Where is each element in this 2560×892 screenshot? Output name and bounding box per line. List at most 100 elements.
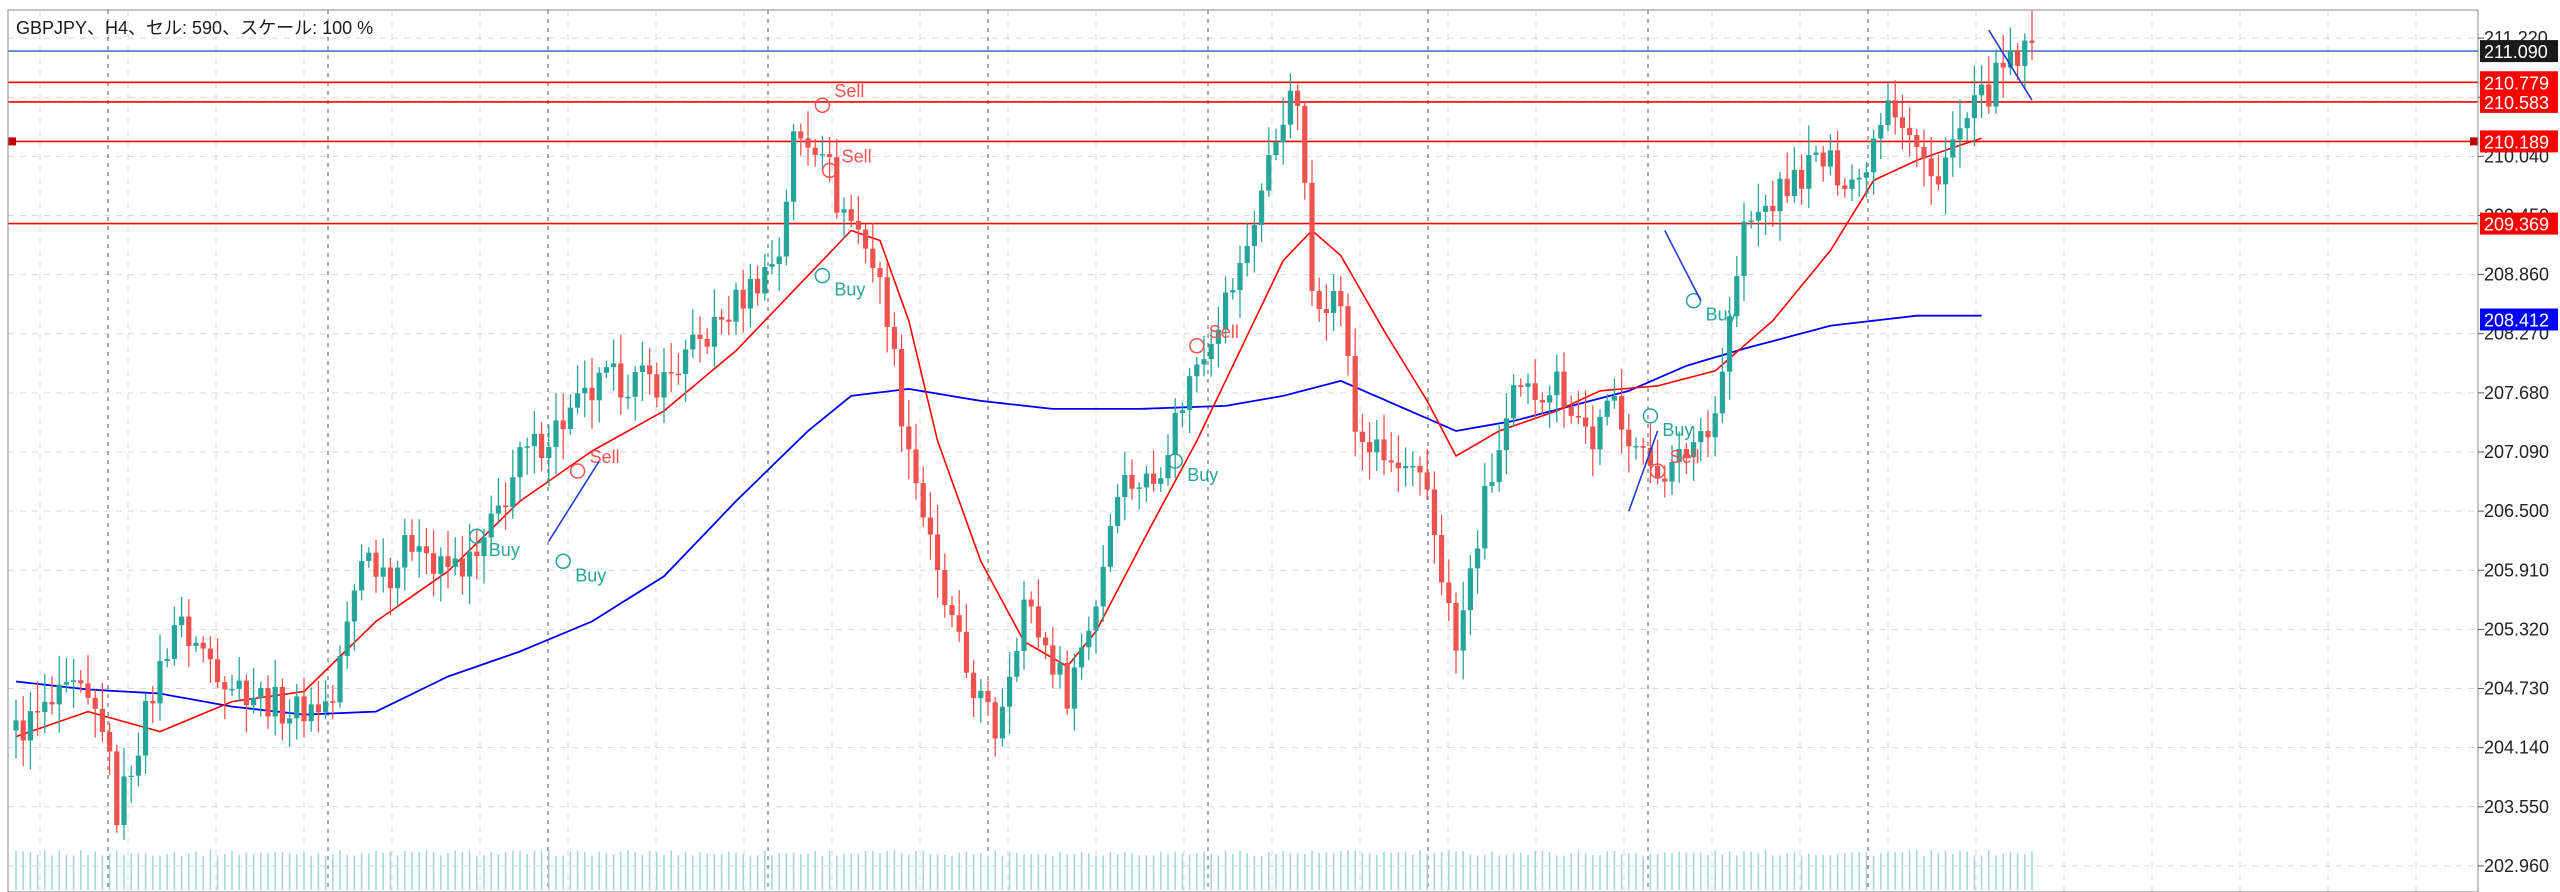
candle-body (675, 373, 681, 376)
candle-body (1655, 465, 1661, 479)
candle-body (654, 374, 660, 398)
candle-body (121, 776, 127, 826)
candle-body (1187, 376, 1193, 411)
candle-body (1086, 630, 1092, 648)
candle-body (827, 154, 833, 158)
candle-body (459, 558, 465, 577)
candle-body (1287, 90, 1293, 125)
candle-body (1943, 157, 1949, 185)
candle-body (1683, 448, 1689, 458)
candle-body (1755, 211, 1761, 221)
candle-body (2007, 50, 2013, 68)
candle-body (85, 683, 91, 698)
axis-tick-label: 207.680 (2484, 383, 2549, 403)
candle-body (215, 659, 221, 683)
signal-label: Sell (1670, 447, 1700, 467)
candle-body (258, 687, 264, 698)
candle-body (1849, 179, 1855, 189)
candle-body (812, 147, 818, 155)
candle-body (992, 702, 998, 739)
axis-tick-label: 202.960 (2484, 856, 2549, 876)
candle-body (1352, 356, 1358, 432)
candle-body (697, 334, 703, 339)
signal-label: Sell (842, 146, 872, 166)
candle-body (1799, 169, 1805, 189)
candle-body (13, 720, 19, 731)
trend-line[interactable] (548, 460, 600, 542)
candle-body (128, 775, 134, 778)
trend-line[interactable] (1628, 430, 1659, 512)
candle-body (481, 537, 487, 557)
signal-marker (1642, 408, 1659, 424)
axis-tick-label: 204.730 (2484, 679, 2549, 699)
candle-body (1309, 182, 1315, 292)
candle-body (1827, 150, 1833, 167)
candle-body (1446, 582, 1452, 603)
candle-body (1835, 150, 1841, 186)
candle-body (279, 686, 285, 724)
candle-body (1993, 62, 1999, 107)
candle-body (474, 551, 480, 557)
candle-body (863, 229, 869, 249)
ma-slow-line (15, 314, 1982, 716)
candle-body (1172, 412, 1178, 456)
candle-body (179, 616, 185, 626)
candle-body (301, 696, 307, 722)
candle-body (1021, 599, 1027, 651)
trend-line[interactable] (1664, 230, 1702, 302)
candle-body (1007, 676, 1013, 707)
candle-body (35, 711, 41, 713)
candle-body (1374, 439, 1380, 453)
candle-body (1064, 662, 1070, 709)
level-handle-right[interactable] (2470, 137, 2478, 146)
candle-body (1899, 117, 1905, 128)
candle-body (906, 426, 912, 450)
candle-body (1669, 462, 1675, 482)
candle-body (1043, 637, 1049, 646)
candle-body (567, 407, 573, 430)
candle-body (1244, 246, 1250, 264)
candle-body (1489, 482, 1495, 486)
price-label: 208.412 (2484, 311, 2549, 331)
candle-body (164, 658, 170, 661)
candle-body (1964, 118, 1970, 129)
candle-body (755, 278, 761, 294)
candle-body (1115, 497, 1121, 526)
candle-body (1035, 606, 1041, 638)
candle-body (1107, 525, 1113, 567)
candle-body (171, 625, 177, 659)
candle-body (539, 433, 545, 458)
candle-body (726, 319, 732, 322)
candle-body (1691, 442, 1697, 458)
price-levels[interactable] (8, 50, 2478, 225)
candle-body (222, 682, 228, 690)
candle-body (1071, 667, 1077, 709)
trend-line[interactable] (1988, 29, 2033, 101)
candle-body (294, 696, 300, 719)
candle-body (1467, 568, 1473, 611)
signal-marker (814, 97, 831, 113)
axis-tick-label: 206.500 (2484, 501, 2549, 521)
candle-body (1568, 406, 1574, 416)
candle-body (150, 700, 156, 704)
candle-body (1050, 645, 1056, 675)
candle-body (1417, 465, 1423, 473)
candle-body (1957, 128, 1963, 140)
candle-body (1323, 308, 1329, 314)
candle-body (1122, 474, 1128, 498)
candle-body (963, 631, 969, 673)
candle-body (1475, 548, 1481, 569)
signal-marker (569, 463, 586, 479)
signal-marker (1167, 453, 1183, 469)
candle-body (1907, 127, 1913, 136)
candle-body (1223, 292, 1229, 330)
candle-body (1237, 263, 1243, 291)
signal-label: Buy (489, 540, 520, 560)
price-label: 210.189 (2484, 132, 2549, 152)
candle-body (1230, 290, 1236, 293)
level-handle-left[interactable] (8, 137, 16, 146)
trend-lines[interactable] (548, 29, 2033, 542)
candle-body (308, 704, 314, 722)
candle-body (978, 690, 984, 699)
